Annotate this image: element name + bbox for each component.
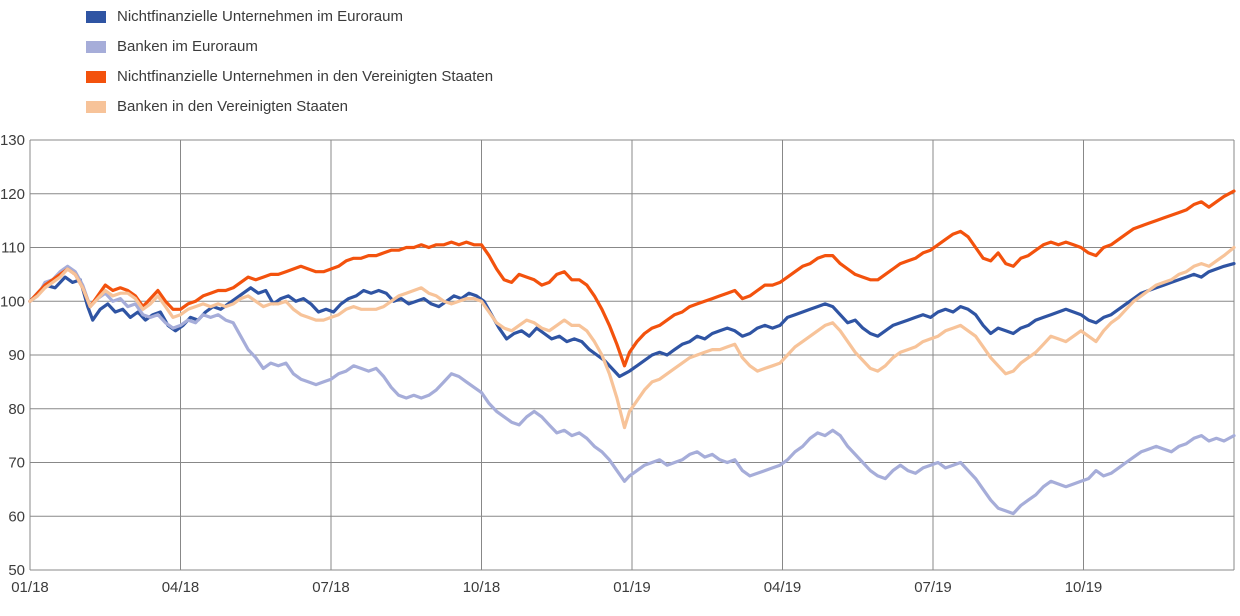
x-tick-label: 10/19 [1065,579,1103,596]
legend-label: Nichtfinanzielle Unternehmen im Euroraum [117,8,403,25]
x-tick-label: 04/18 [162,579,200,596]
legend-item-2: Nichtfinanzielle Unternehmen in den Vere… [86,66,493,87]
legend-item-1: Banken im Euroraum [86,36,493,57]
y-tick-label: 110 [1,240,25,257]
x-tick-label: 07/19 [914,579,952,596]
y-tick-label: 50 [8,562,25,579]
legend-label: Banken in den Vereinigten Staaten [117,98,349,115]
legend-label: Nichtfinanzielle Unternehmen in den Vere… [117,68,494,85]
y-tick-label: 80 [8,401,25,418]
legend-swatch-icon [86,10,106,23]
chart-legend: Nichtfinanzielle Unternehmen im Euroraum… [86,6,493,126]
y-tick-label: 120 [0,186,25,203]
series-line-2 [28,189,1236,368]
series-line-0 [28,262,1236,379]
series-line-1 [28,264,1236,516]
x-tick-label: 01/18 [11,579,49,596]
series-line-3 [28,245,1236,430]
y-tick-label: 130 [0,132,25,149]
legend-item-0: Nichtfinanzielle Unternehmen im Euroraum [86,6,493,27]
legend-swatch-icon [86,70,106,83]
y-tick-label: 60 [8,508,25,525]
y-tick-label: 100 [0,293,25,310]
legend-swatch-icon [86,100,106,113]
x-tick-label: 10/18 [463,579,501,596]
legend-item-3: Banken in den Vereinigten Staaten [86,96,493,117]
x-tick-label: 01/19 [613,579,651,596]
legend-label: Banken im Euroraum [117,38,258,55]
x-tick-label: 04/19 [764,579,802,596]
y-tick-label: 90 [8,347,25,364]
y-tick-label: 70 [8,455,25,472]
legend-swatch-icon [86,40,106,53]
x-tick-label: 07/18 [312,579,350,596]
